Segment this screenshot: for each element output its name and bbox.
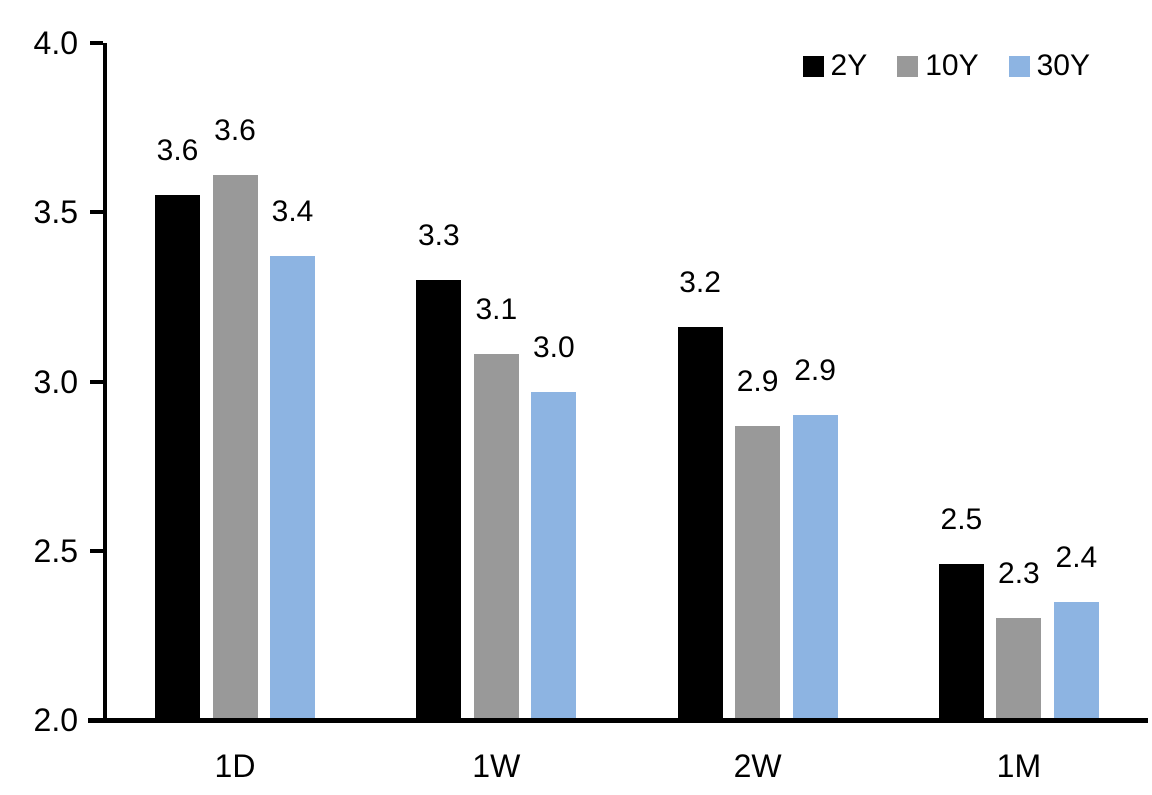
y-axis-line	[103, 43, 107, 723]
legend-label-10y: 10Y	[925, 49, 979, 82]
bar-value-label: 3.6	[156, 134, 199, 168]
bar-value-label: 3.0	[532, 330, 575, 364]
legend: 2Y 10Y 30Y	[0, 48, 1090, 84]
x-axis-category-label: 1M	[996, 748, 1042, 784]
bar-30y-1w	[531, 391, 577, 718]
bar-value-label: 3.6	[214, 114, 256, 147]
legend-swatch-30y	[1008, 55, 1030, 77]
bar-value-label: 3.1	[475, 293, 518, 327]
bar-10y-1m	[996, 618, 1042, 718]
bar-value-label: 2.4	[1055, 540, 1098, 574]
y-axis-tick-label: 4.0	[33, 25, 78, 61]
bar-30y-2w	[792, 415, 838, 718]
bar-value-label: 2.3	[998, 557, 1040, 591]
bar-30y-1m	[1053, 601, 1099, 718]
bar-2y-2w	[677, 327, 723, 718]
legend-swatch-2y	[802, 55, 824, 77]
legend-item-2y: 2Y	[802, 48, 868, 84]
bar-value-label: 2.9	[794, 354, 836, 388]
bar-10y-2w	[735, 425, 781, 718]
bar-2y-1w	[416, 279, 462, 718]
y-tick-mark	[90, 41, 103, 45]
x-axis-category-label: 1W	[472, 748, 521, 784]
bar-value-label: 3.4	[271, 195, 314, 229]
legend-swatch-10y	[897, 55, 919, 77]
y-tick-mark	[90, 718, 103, 722]
y-axis-tick-label: 3.5	[33, 194, 78, 231]
bar-2y-1d	[155, 195, 200, 718]
legend-item-30y: 30Y	[1008, 48, 1090, 84]
bar-value-label: 3.2	[679, 266, 721, 300]
y-tick-mark	[90, 210, 103, 215]
y-axis-tick-label: 3.0	[33, 363, 78, 400]
legend-label-30y: 30Y	[1036, 49, 1090, 82]
y-tick-mark	[90, 379, 103, 384]
x-axis-category-label: 1D	[214, 748, 256, 784]
bar-10y-1d	[212, 175, 258, 718]
bar-30y-1d	[270, 256, 315, 718]
y-axis-tick-label: 2.5	[33, 532, 78, 569]
x-axis-line	[88, 718, 1148, 723]
bar-2y-1m	[938, 564, 984, 718]
y-tick-mark	[90, 548, 103, 553]
legend-item-10y: 10Y	[897, 48, 979, 84]
bar-value-label: 2.9	[736, 364, 779, 398]
bar-value-label: 3.3	[417, 218, 460, 252]
x-axis-category-label: 2W	[733, 748, 782, 784]
legend-label-2y: 2Y	[830, 49, 868, 82]
bar-value-label: 2.5	[940, 503, 983, 537]
y-axis-tick-label: 2.0	[33, 702, 78, 738]
bar-10y-1w	[473, 354, 519, 718]
